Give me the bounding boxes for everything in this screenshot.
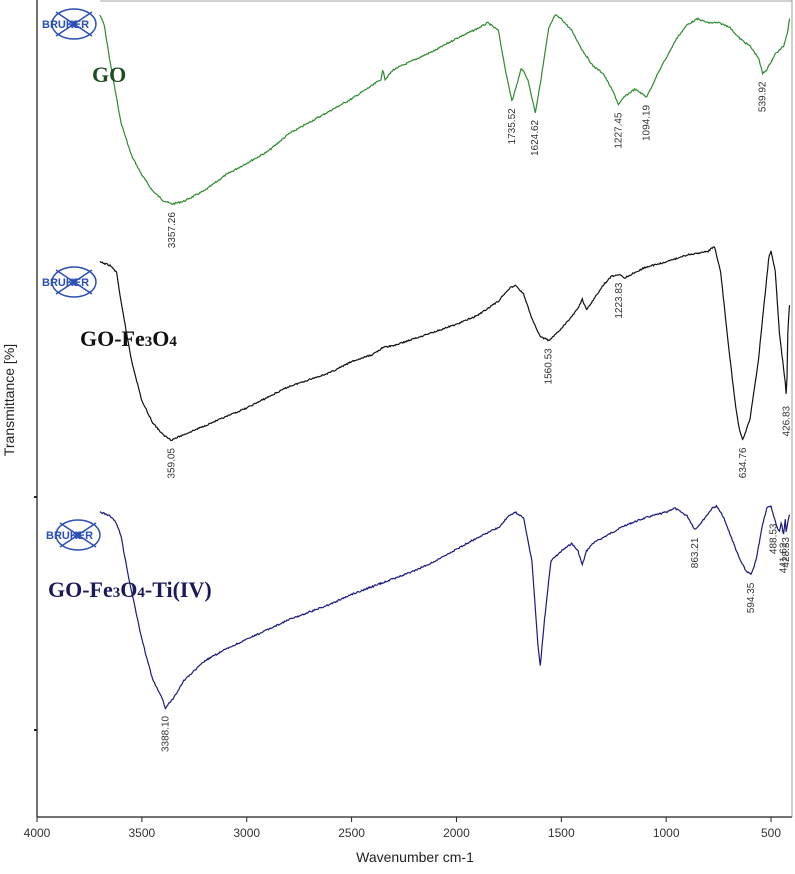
x-ticks: 4000 3500 3000 2500 2000 1500 1000 500 [24,817,781,840]
series-layer [99,14,791,710]
series-title-go: GO [92,62,126,87]
peak-label: 594.35 [746,582,757,613]
peak-label: 428.33 [781,537,792,568]
svg-text:BRUKER: BRUKER [42,277,89,289]
x-tick-label: 4000 [24,826,51,840]
x-tick-label: 2500 [338,826,365,840]
peak-labels: 3357.26 1735.52 1624.62 1227.45 1094.19 539.9… [160,81,792,752]
peak-label: 634.76 [738,447,749,478]
peak-label: 863.21 [690,537,701,568]
peak-label: 1624.62 [530,119,541,156]
peak-label: 1094.19 [641,104,652,141]
y-axis-label: Transmittance [%] [1,344,17,456]
peak-label: 426.83 [781,405,792,436]
svg-text:BRUKER: BRUKER [46,530,93,542]
peak-label: 488.53 [768,523,779,554]
peak-label: 1223.83 [614,282,625,319]
peak-label: 1227.45 [614,112,625,149]
x-tick-label: 1500 [548,826,575,840]
peak-label: 1735.52 [507,108,518,145]
peak-label: 3357.26 [167,212,178,249]
svg-text:BRUKER: BRUKER [42,19,89,31]
x-tick-label: 2000 [443,826,470,840]
bruker-logo: BRUKER [42,8,97,40]
series-line-go-fe3o4 [99,246,791,442]
bruker-logo: BRUKER [46,519,101,551]
series-line-go [99,14,791,206]
peak-label: 441.62 [778,542,789,573]
x-axis-label: Wavenumber cm-1 [356,849,474,865]
bruker-logo: BRUKER [42,266,97,298]
series-title-go-fe3o4-ti: GO-Fe3O4-Ti(IV) [48,577,212,602]
peak-label: 3388.10 [160,715,171,752]
x-tick-label: 3500 [129,826,156,840]
x-tick-label: 500 [761,826,781,840]
series-line-go-fe3o4-ti-iv- [99,504,791,710]
peak-label: 1560.53 [544,348,555,385]
x-tick-label: 1000 [653,826,680,840]
series-title-go-fe3o4: GO-Fe3O4 [80,326,177,351]
peak-label: 539.92 [758,81,769,112]
x-tick-label: 3000 [233,826,260,840]
peak-label: 359.05 [166,448,177,479]
